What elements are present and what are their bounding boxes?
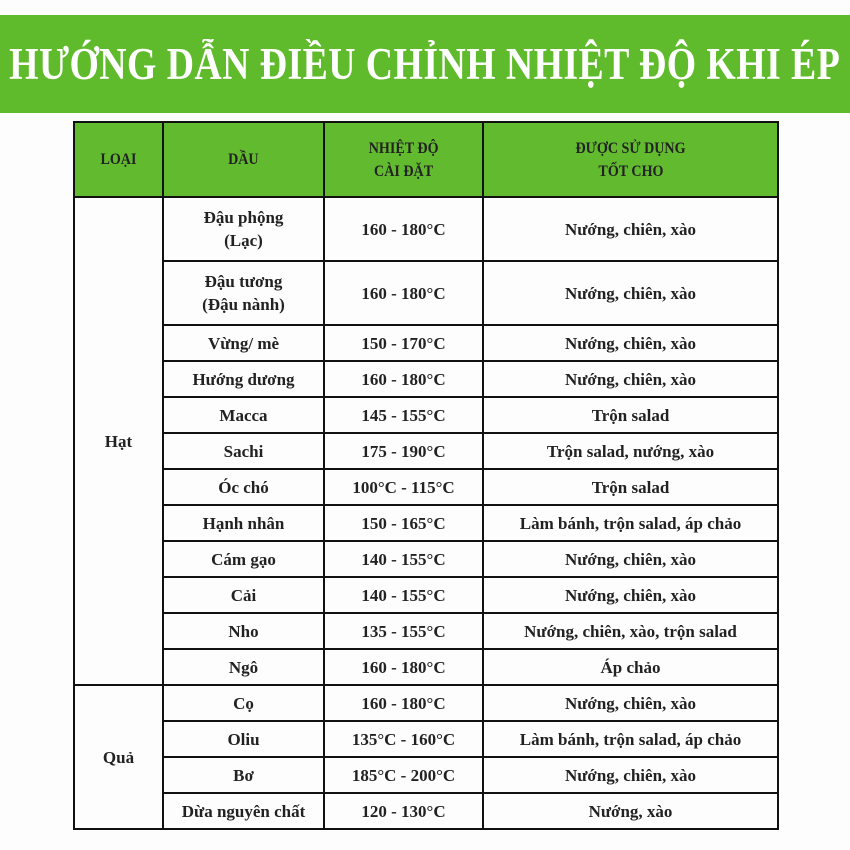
cell-nhiet-do: 150 - 170°C bbox=[323, 324, 484, 362]
cell-dau: Hướng dương bbox=[162, 360, 325, 398]
cell-loai: Hạt bbox=[73, 196, 164, 686]
title-banner: HƯỚNG DẪN ĐIỀU CHỈNH NHIỆT ĐỘ KHI ÉP bbox=[0, 15, 850, 113]
cell-nhiet-do: 100°C - 115°C bbox=[323, 468, 484, 506]
cell-loai: Quả bbox=[73, 684, 164, 830]
cell-su-dung: Nướng, chiên, xào bbox=[482, 324, 779, 362]
cell-dau: Cám gạo bbox=[162, 540, 325, 578]
cell-nhiet-do: 185°C - 200°C bbox=[323, 756, 484, 794]
cell-dau: Oliu bbox=[162, 720, 325, 758]
table-row: Macca 145 - 155°C Trộn salad bbox=[74, 396, 779, 434]
table-row: Óc chó 100°C - 115°C Trộn salad bbox=[74, 468, 779, 506]
cell-su-dung: Trộn salad bbox=[482, 396, 779, 434]
cell-dau: Đậu phộng (Lạc) bbox=[162, 196, 325, 262]
oil-name: Oliu bbox=[227, 729, 260, 749]
oil-name: Nho bbox=[228, 621, 259, 641]
cell-su-dung: Nướng, xào bbox=[482, 792, 779, 830]
cell-dau: Hạnh nhân bbox=[162, 504, 325, 542]
cell-su-dung: Nướng, chiên, xào, trộn salad bbox=[482, 612, 779, 650]
cell-nhiet-do: 120 - 130°C bbox=[323, 792, 484, 830]
header-su-dung: ĐƯỢC SỬ DỤNG TỐT CHO bbox=[482, 121, 779, 198]
oil-name: Dừa nguyên chất bbox=[181, 801, 306, 821]
oil-name: Cám gạo bbox=[211, 549, 276, 569]
cell-nhiet-do: 160 - 180°C bbox=[323, 260, 484, 326]
cell-su-dung: Nướng, chiên, xào bbox=[482, 196, 779, 262]
cell-dau: Macca bbox=[162, 396, 325, 434]
cell-dau: Bơ bbox=[162, 756, 325, 794]
oil-name: Vừng/ mè bbox=[207, 333, 280, 353]
cell-nhiet-do: 150 - 165°C bbox=[323, 504, 484, 542]
cell-dau: Óc chó bbox=[162, 468, 325, 506]
oil-name: Hướng dương bbox=[192, 369, 295, 389]
table-row: Cám gạo 140 - 155°C Nướng, chiên, xào bbox=[74, 540, 779, 578]
cell-su-dung: Nướng, chiên, xào bbox=[482, 360, 779, 398]
cell-nhiet-do: 160 - 180°C bbox=[323, 196, 484, 262]
cell-dau: Ngô bbox=[162, 648, 325, 686]
table-row: Ngô 160 - 180°C Áp chảo bbox=[74, 648, 779, 686]
cell-nhiet-do: 160 - 180°C bbox=[323, 648, 484, 686]
oil-name: Hạnh nhân bbox=[202, 513, 285, 533]
oil-name: Đậu phộng bbox=[203, 208, 284, 227]
cell-dau: Đậu tương (Đậu nành) bbox=[162, 260, 325, 326]
cell-nhiet-do: 160 - 180°C bbox=[323, 684, 484, 722]
oil-name-alt: (Đậu nành) bbox=[202, 295, 285, 314]
cell-nhiet-do: 135 - 155°C bbox=[323, 612, 484, 650]
cell-nhiet-do: 140 - 155°C bbox=[323, 576, 484, 614]
cell-nhiet-do: 135°C - 160°C bbox=[323, 720, 484, 758]
oil-name: Sachi bbox=[223, 441, 264, 461]
oil-name: Đậu tương bbox=[204, 272, 283, 291]
cell-nhiet-do: 145 - 155°C bbox=[323, 396, 484, 434]
cell-dau: Nho bbox=[162, 612, 325, 650]
header-dau: DẦU bbox=[162, 121, 325, 198]
cell-su-dung: Áp chảo bbox=[482, 648, 779, 686]
page-title: HƯỚNG DẪN ĐIỀU CHỈNH NHIỆT ĐỘ KHI ÉP bbox=[9, 39, 841, 89]
table-row: Hạnh nhân 150 - 165°C Làm bánh, trộn salad… bbox=[74, 504, 779, 542]
header-loai: LOẠI bbox=[73, 121, 164, 198]
table-row: Vừng/ mè 150 - 170°C Nướng, chiên, xào bbox=[74, 324, 779, 362]
oil-name: Cọ bbox=[233, 693, 254, 713]
table-row: Cải 140 - 155°C Nướng, chiên, xào bbox=[74, 576, 779, 614]
table-row: Sachi 175 - 190°C Trộn salad, nướng, xào bbox=[74, 432, 779, 470]
temperature-table: LOẠI DẦU NHIỆT ĐỘ CÀI ĐẶT ĐƯỢC SỬ DỤNG TỐT… bbox=[73, 121, 779, 830]
cell-nhiet-do: 160 - 180°C bbox=[323, 360, 484, 398]
table-row: Bơ 185°C - 200°C Nướng, chiên, xào bbox=[74, 756, 779, 794]
table-row: Oliu 135°C - 160°C Làm bánh, trộn salad, á… bbox=[74, 720, 779, 758]
table-row: Nho 135 - 155°C Nướng, chiên, xào, trộn sa… bbox=[74, 612, 779, 650]
cell-dau: Cọ bbox=[162, 684, 325, 722]
header-nhiet-do: NHIỆT ĐỘ CÀI ĐẶT bbox=[323, 121, 484, 198]
cell-su-dung: Trộn salad, nướng, xào bbox=[482, 432, 779, 470]
header-row: LOẠI DẦU NHIỆT ĐỘ CÀI ĐẶT ĐƯỢC SỬ DỤNG TỐT… bbox=[73, 121, 779, 198]
cell-dau: Cải bbox=[162, 576, 325, 614]
cell-su-dung: Nướng, chiên, xào bbox=[482, 540, 779, 578]
oil-name: Ngô bbox=[228, 657, 259, 677]
table-row: Đậu tương (Đậu nành) 160 - 180°C Nướng, chi… bbox=[74, 260, 779, 326]
oil-name: Bơ bbox=[233, 765, 254, 785]
oil-name: Óc chó bbox=[218, 477, 269, 497]
cell-su-dung: Trộn salad bbox=[482, 468, 779, 506]
cell-nhiet-do: 140 - 155°C bbox=[323, 540, 484, 578]
cell-dau: Vừng/ mè bbox=[162, 324, 325, 362]
cell-nhiet-do: 175 - 190°C bbox=[323, 432, 484, 470]
cell-dau: Sachi bbox=[162, 432, 325, 470]
table-row: Hướng dương 160 - 180°C Nướng, chiên, xào bbox=[74, 360, 779, 398]
cell-su-dung: Làm bánh, trộn salad, áp chảo bbox=[482, 504, 779, 542]
oil-name: Macca bbox=[219, 405, 268, 425]
cell-su-dung: Làm bánh, trộn salad, áp chảo bbox=[482, 720, 779, 758]
table-row: Dừa nguyên chất 120 - 130°C Nướng, xào bbox=[74, 792, 779, 830]
oil-name: Cải bbox=[230, 585, 257, 605]
table-row: Hạt Đậu phộng (Lạc) 160 - 180°C Nướng, chiên… bbox=[73, 196, 779, 686]
oil-name-alt: (Lạc) bbox=[224, 231, 263, 250]
cell-su-dung: Nướng, chiên, xào bbox=[482, 756, 779, 794]
cell-su-dung: Nướng, chiên, xào bbox=[482, 260, 779, 326]
cell-su-dung: Nướng, chiên, xào bbox=[482, 684, 779, 722]
table-row: Quả Cọ 160 - 180°C Nướng, chiên, xào bbox=[73, 684, 779, 830]
cell-su-dung: Nướng, chiên, xào bbox=[482, 576, 779, 614]
cell-dau: Dừa nguyên chất bbox=[162, 792, 325, 830]
